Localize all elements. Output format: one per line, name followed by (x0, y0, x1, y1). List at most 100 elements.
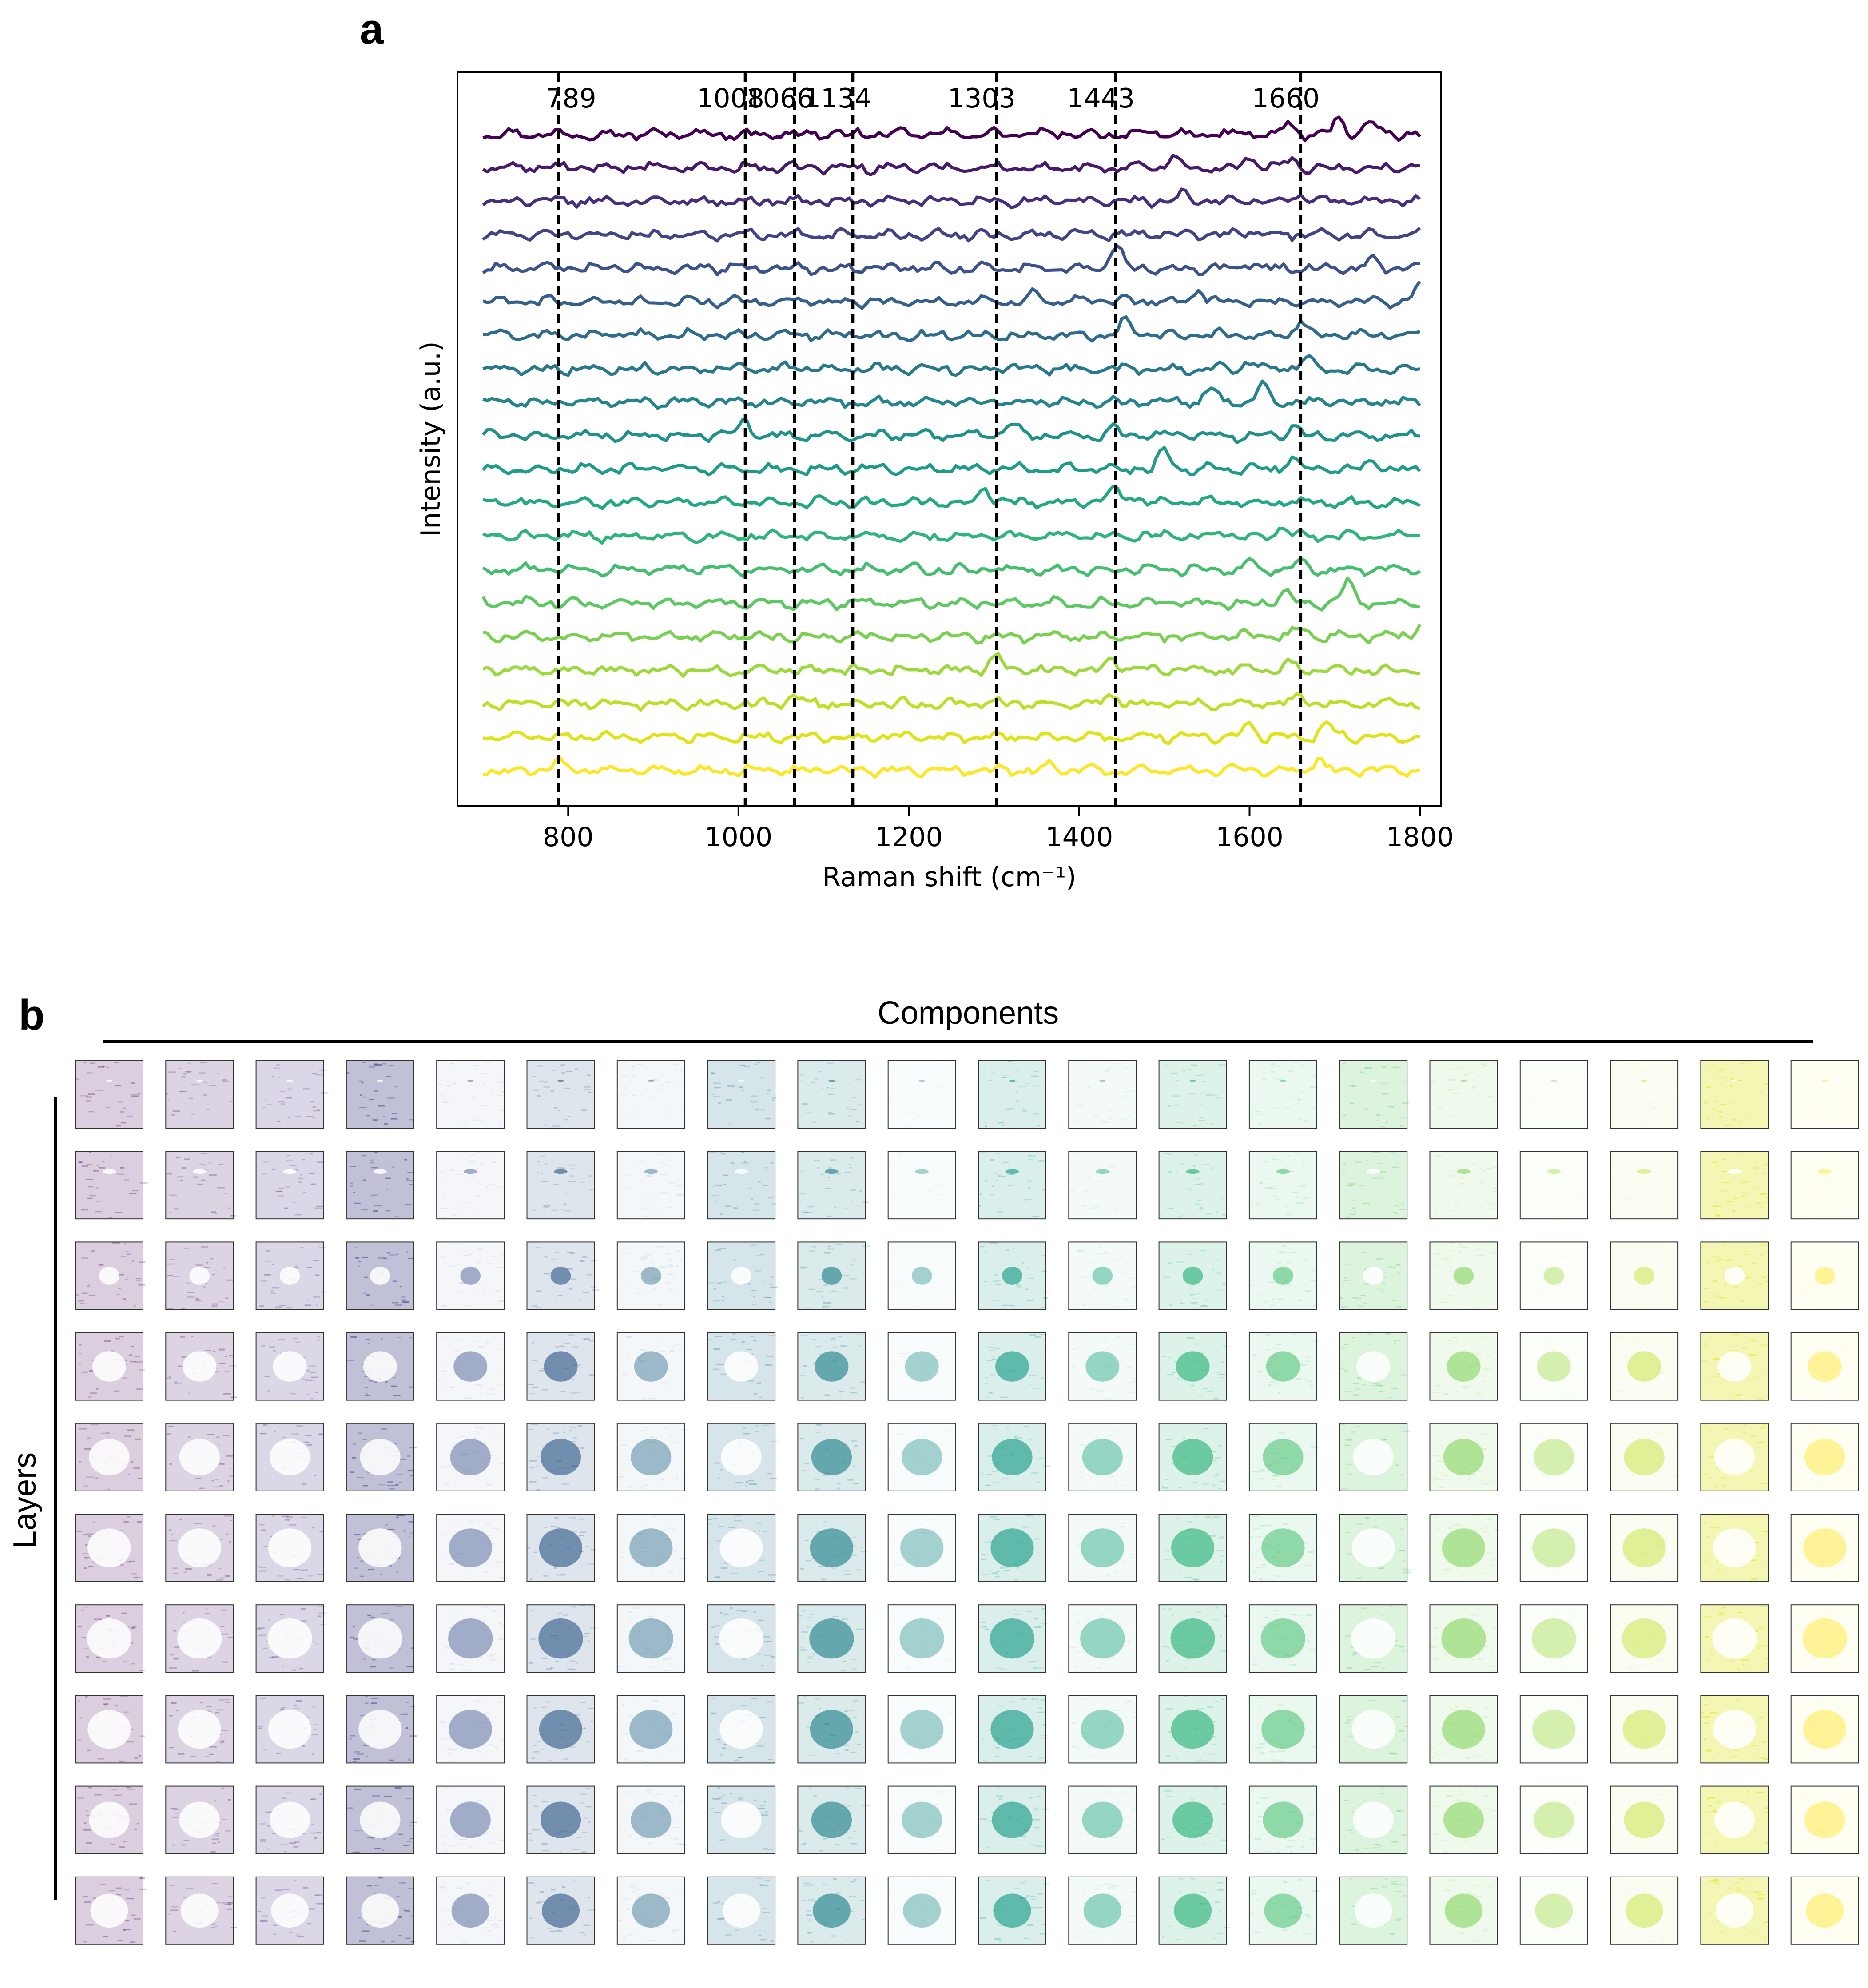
reference-label: 1066 (746, 83, 814, 114)
component-layer-cell (616, 1695, 685, 1764)
component-layer-cell (1790, 1241, 1860, 1310)
component-layer-cell (1068, 1060, 1137, 1129)
component-layer-cell (887, 1151, 956, 1220)
component-layer-cell (1248, 1151, 1317, 1220)
component-layer-cell (1248, 1241, 1318, 1310)
x-tick-label: 1800 (1386, 822, 1454, 853)
x-tick-label: 800 (543, 822, 594, 853)
component-layer-cell (1339, 1876, 1408, 1945)
component-layer-cell (165, 1785, 234, 1854)
component-layer-cell (1790, 1785, 1864, 1854)
component-layer-cell (616, 1785, 686, 1854)
component-layer-cell (165, 1695, 234, 1764)
component-layer-cell (616, 1060, 687, 1129)
component-layer-cell (526, 1423, 595, 1491)
component-layer-cell (1429, 1876, 1498, 1945)
component-layer-cell (255, 1332, 324, 1401)
spectrum-trace (482, 526, 1420, 545)
component-layer-cell (436, 1423, 505, 1491)
component-layer-cell (75, 1151, 148, 1220)
component-layer-cell (346, 1785, 417, 1854)
component-layer-cell (978, 1423, 1051, 1491)
spectrum-trace (481, 576, 1420, 612)
component-layer-cell (1248, 1876, 1320, 1945)
component-layer-cell (436, 1332, 505, 1401)
component-layer-cell (707, 1785, 776, 1854)
component-layer-cell (1610, 1241, 1679, 1310)
component-layer-cell (526, 1876, 596, 1945)
spectrum-trace (482, 652, 1420, 678)
components-title: Components (878, 995, 1059, 1031)
component-layer-cell (436, 1514, 509, 1582)
component-layer-cell (1068, 1604, 1140, 1673)
component-layer-cell (1700, 1060, 1769, 1129)
component-layer-cell (526, 1514, 596, 1582)
component-layer-cell (1610, 1151, 1679, 1220)
component-layer-cell (1700, 1604, 1770, 1673)
component-layer-cell (1158, 1514, 1227, 1582)
component-layer-cell (707, 1423, 779, 1491)
component-layer-cell (1790, 1514, 1859, 1582)
component-layer-cell (346, 1695, 417, 1764)
component-layer-cell (75, 1060, 143, 1129)
component-layer-cell (165, 1514, 234, 1582)
component-layer-cell (707, 1514, 776, 1582)
component-layer-cell (75, 1514, 143, 1582)
component-layer-cell (1519, 1604, 1589, 1673)
component-layer-cell (75, 1876, 147, 1945)
component-layer-cell (1248, 1514, 1317, 1582)
component-layer-cell (1429, 1423, 1498, 1491)
component-layer-cell (165, 1332, 237, 1401)
component-layer-cell (1519, 1876, 1588, 1945)
component-layer-cell (1790, 1695, 1860, 1764)
component-layer-cell (436, 1151, 505, 1220)
component-layer-cell (978, 1604, 1048, 1673)
component-layer-cell (1248, 1060, 1318, 1129)
component-layer-cell (797, 1423, 866, 1491)
component-layer-cell (707, 1876, 776, 1945)
component-layer-cell (978, 1695, 1048, 1764)
component-layer-cell (1248, 1423, 1319, 1491)
component-layer-cell (1339, 1151, 1408, 1220)
component-layer-cell (165, 1060, 234, 1129)
spectrum-trace (482, 379, 1421, 410)
component-layer-cell (1429, 1060, 1498, 1129)
x-tick-label: 1400 (1045, 822, 1113, 853)
component-layer-cell (797, 1514, 868, 1582)
component-layer-cell (1339, 1060, 1409, 1129)
component-layer-cell (707, 1332, 776, 1401)
component-layer-cell (1339, 1332, 1408, 1401)
component-layer-cell (1158, 1604, 1228, 1673)
component-layer-cell (1610, 1785, 1681, 1854)
spectrum-trace (482, 154, 1420, 176)
component-layer-cell (255, 1151, 325, 1220)
component-layer-cell (1610, 1695, 1679, 1764)
component-layer-cell (1790, 1876, 1859, 1945)
component-layer-cell (255, 1060, 329, 1129)
component-layer-cell (75, 1332, 145, 1401)
spectrum-trace (482, 280, 1421, 310)
component-layer-cell (616, 1604, 685, 1673)
component-layer-cell (165, 1876, 237, 1945)
component-layer-cell (1519, 1151, 1588, 1220)
component-layer-cell (1700, 1695, 1769, 1764)
component-layer-cell (1429, 1785, 1499, 1854)
component-layer-cell (797, 1604, 866, 1673)
component-layer-cell (797, 1060, 866, 1129)
component-layer-cell (1519, 1332, 1590, 1401)
component-layer-cell (978, 1514, 1046, 1582)
component-layer-cell (1700, 1514, 1769, 1582)
component-layer-cell (1700, 1332, 1769, 1401)
spectrum-trace (482, 187, 1421, 210)
layers-label: Layers (7, 1452, 43, 1548)
component-layer-cell (1068, 1876, 1138, 1945)
component-layer-cell (1700, 1876, 1769, 1945)
component-layer-cell (75, 1604, 145, 1673)
component-layer-cell (346, 1514, 414, 1582)
component-layer-cell (75, 1785, 143, 1854)
component-layer-cell (1339, 1785, 1408, 1854)
component-layer-cell (1429, 1514, 1501, 1582)
component-layer-cell (1248, 1695, 1318, 1764)
x-tick-label: 1000 (705, 822, 773, 853)
